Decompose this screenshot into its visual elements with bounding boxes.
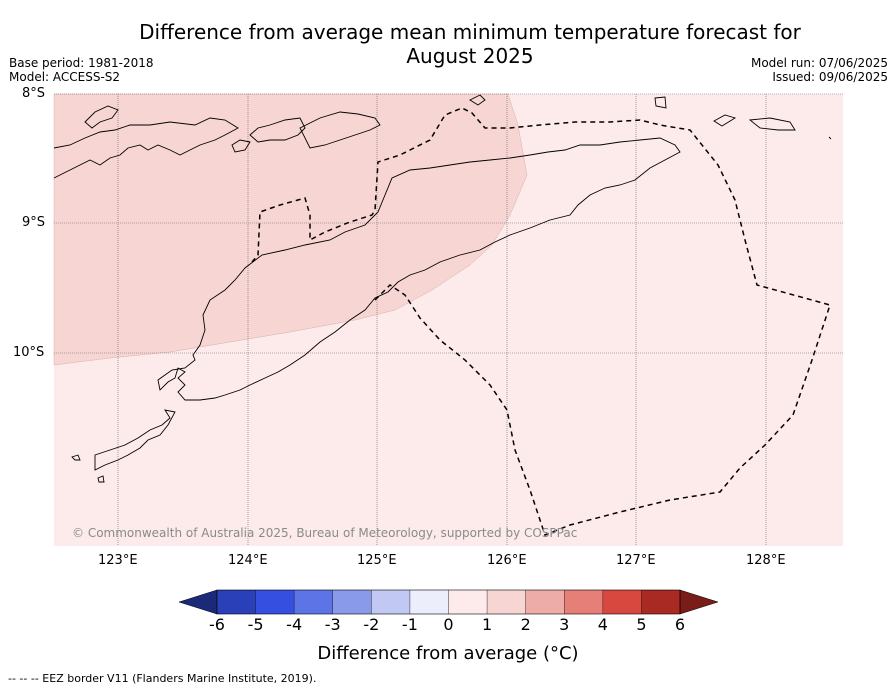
map-title: Difference from average mean minimum tem… bbox=[95, 20, 845, 68]
lon-label-127e: 127°E bbox=[616, 553, 656, 568]
warm-anomaly-region bbox=[53, 93, 528, 366]
colorbar-segment bbox=[525, 590, 565, 614]
colorbar-segment bbox=[487, 590, 526, 614]
title-line-1: Difference from average mean minimum tem… bbox=[139, 20, 801, 44]
lat-label-9s: 9°S bbox=[22, 215, 46, 230]
colorbar-tick-label: 0 bbox=[443, 615, 454, 634]
colorbar-segment bbox=[332, 590, 372, 614]
colorbar-segment bbox=[371, 590, 410, 614]
colorbar-tick-label: -3 bbox=[324, 615, 341, 634]
lat-label-8s: 8°S bbox=[22, 86, 46, 101]
colorbar-segment bbox=[641, 590, 680, 614]
colorbar-segment bbox=[564, 590, 603, 614]
eez-footnote: -- -- -- EEZ border V11 (Flanders Marine… bbox=[8, 672, 317, 685]
colorbar-segment bbox=[255, 590, 295, 614]
colorbar-segment bbox=[294, 590, 333, 614]
colorbar-extend-high bbox=[679, 589, 719, 615]
lon-label-123e: 123°E bbox=[98, 553, 138, 568]
model-name: Model: ACCESS-S2 bbox=[9, 70, 121, 84]
colorbar bbox=[178, 589, 719, 615]
colorbar-segment bbox=[602, 590, 642, 614]
lon-label-128e: 128°E bbox=[746, 553, 786, 568]
colorbar-tick-label: 4 bbox=[597, 615, 608, 634]
colorbar-segment bbox=[217, 590, 256, 614]
colorbar-tick-label: 6 bbox=[674, 615, 686, 634]
colorbar-label: Difference from average (°C) bbox=[317, 643, 579, 664]
colorbar-tick-label: -2 bbox=[363, 615, 380, 634]
colorbar-tick-label: -4 bbox=[286, 615, 303, 634]
colorbar-tick-label: -6 bbox=[209, 615, 225, 634]
colorbar-tick-label: 3 bbox=[559, 615, 570, 634]
colorbar-tick-label: 2 bbox=[520, 615, 531, 634]
colorbar-tick-label: 5 bbox=[636, 615, 647, 634]
meta-left: Base period: 1981-2018 Model: ACCESS-S2 bbox=[9, 56, 154, 84]
colorbar-extend-low bbox=[178, 589, 218, 615]
copyright-notice: © Commonwealth of Australia 2025, Bureau… bbox=[72, 526, 578, 540]
grid-lines bbox=[54, 93, 843, 546]
lon-label-125e: 125°E bbox=[357, 553, 397, 568]
colorbar-segment bbox=[409, 590, 449, 614]
coastlines bbox=[53, 94, 832, 483]
base-period: Base period: 1981-2018 bbox=[9, 56, 154, 70]
colorbar-tick-label: -5 bbox=[247, 615, 264, 634]
title-line-2: August 2025 bbox=[406, 44, 534, 68]
colorbar-segment bbox=[448, 590, 488, 614]
colorbar-tick-label: -1 bbox=[401, 615, 418, 634]
eez-border bbox=[251, 107, 831, 536]
issued-date: Issued: 09/06/2025 bbox=[772, 70, 888, 84]
lon-label-124e: 124°E bbox=[228, 553, 268, 568]
colorbar-tick-label: 1 bbox=[481, 615, 493, 634]
lon-label-126e: 126°E bbox=[487, 553, 527, 568]
meta-right: Model run: 07/06/2025 Issued: 09/06/2025 bbox=[751, 56, 888, 84]
model-run: Model run: 07/06/2025 bbox=[750, 56, 888, 70]
lat-label-10s: 10°S bbox=[13, 345, 45, 360]
